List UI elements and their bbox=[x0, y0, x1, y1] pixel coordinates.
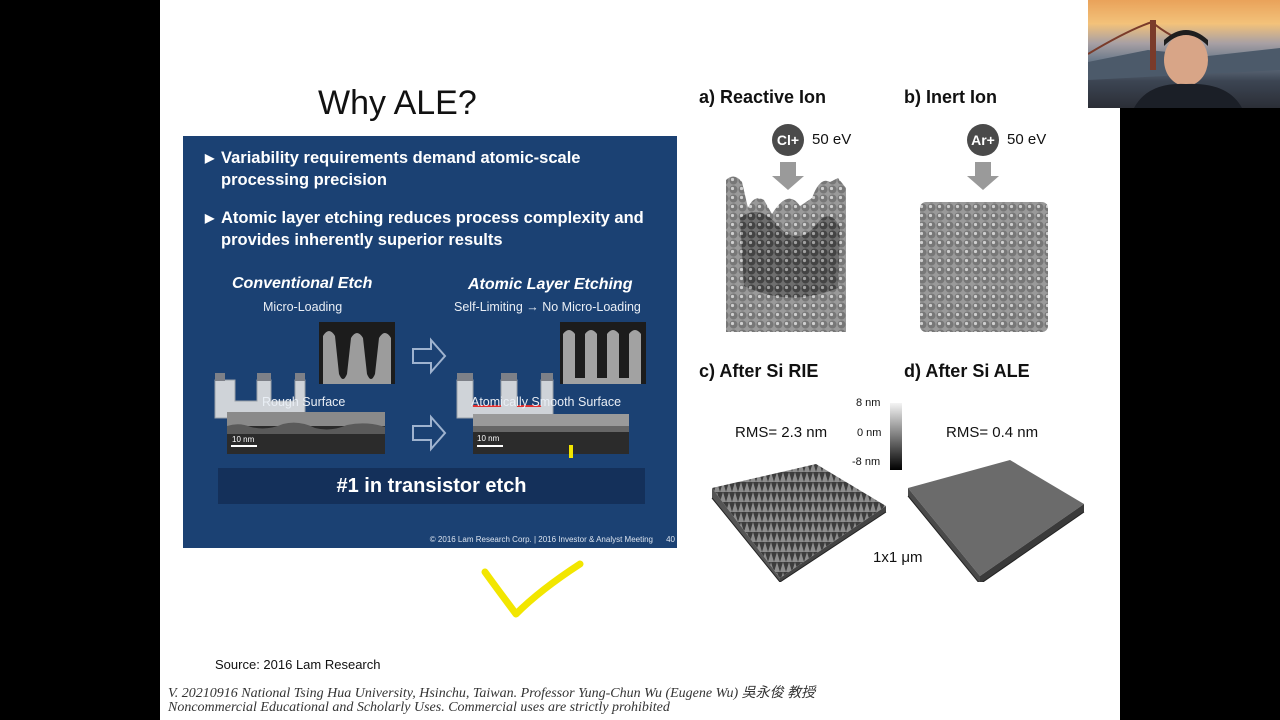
bullet-1: ▶ Variability requirements demand atomic… bbox=[205, 149, 581, 189]
bullet-arrow-icon: ▶ bbox=[205, 211, 215, 225]
conventional-etch-heading: Conventional Etch bbox=[232, 275, 373, 292]
figure-a-label: a) Reactive Ion bbox=[699, 87, 827, 107]
figure-c-label: c) After Si RIE bbox=[699, 361, 819, 381]
slide-title: Why ALE? bbox=[318, 84, 477, 122]
smooth-surface-label: Atomically Smooth Surface bbox=[471, 395, 622, 409]
scale-bottom-label: -8 nm bbox=[852, 456, 881, 468]
b-energy: 50 eV bbox=[1007, 131, 1047, 148]
ale-rms-value: RMS= 0.4 nm bbox=[946, 424, 1039, 441]
bullet-2: ▶ Atomic layer etching reduces process c… bbox=[205, 209, 644, 249]
source-citation: Source: 2016 Lam Research bbox=[215, 657, 381, 672]
rough-surface-label: Rough Surface bbox=[262, 395, 346, 409]
figure-d-label: d) After Si ALE bbox=[904, 361, 1030, 381]
ale-heading: Atomic Layer Etching bbox=[468, 276, 633, 293]
footer-line-2: Noncommercial Educational and Scholarly … bbox=[168, 700, 670, 715]
height-scale-bar bbox=[890, 403, 902, 470]
scale-mid-label: 0 nm bbox=[857, 427, 882, 439]
smooth-surface-tem-image bbox=[473, 414, 629, 454]
footer-line-1: V. 20210916 National Tsing Hua Universit… bbox=[168, 686, 816, 701]
presenter-webcam-video bbox=[1088, 0, 1280, 108]
lam-page-number: 40 bbox=[666, 535, 675, 544]
lam-research-panel: ▶ Variability requirements demand atomic… bbox=[183, 136, 677, 548]
afm-surface-plots bbox=[711, 460, 1085, 582]
lam-copyright: © 2016 Lam Research Corp. | 2016 Investo… bbox=[429, 535, 653, 544]
etch-comparison-graphic bbox=[214, 322, 646, 452]
a-energy: 50 eV bbox=[812, 131, 852, 148]
area-label: 1x1 μm bbox=[873, 549, 923, 566]
rough-scale-label: 10 nm bbox=[232, 435, 255, 444]
scale-top-label: 8 nm bbox=[856, 397, 881, 409]
rough-surface-tem-image bbox=[227, 412, 385, 454]
rie-rms-value: RMS= 2.3 nm bbox=[735, 424, 828, 441]
pointer-annotation bbox=[569, 445, 573, 458]
ar-ion-icon: Ar+ bbox=[967, 124, 999, 156]
atom-simulation-graphic bbox=[726, 162, 1048, 332]
smooth-scale-label: 10 nm bbox=[477, 434, 500, 443]
transistor-etch-banner: #1 in transistor etch bbox=[218, 468, 645, 504]
cl-ion-icon: Cl+ bbox=[772, 124, 804, 156]
checkmark-annotation-icon bbox=[481, 560, 584, 618]
micro-loading-label: Micro-Loading bbox=[263, 300, 343, 314]
bullet-arrow-icon: ▶ bbox=[205, 151, 215, 165]
self-limiting-label: Self-Limiting → No Micro-Loading bbox=[454, 300, 641, 314]
presentation-slide: Why ALE? ▶ Variability requirements dema… bbox=[160, 0, 1120, 720]
presenter-video-frame bbox=[1088, 20, 1280, 108]
figure-b-label: b) Inert Ion bbox=[904, 87, 997, 107]
